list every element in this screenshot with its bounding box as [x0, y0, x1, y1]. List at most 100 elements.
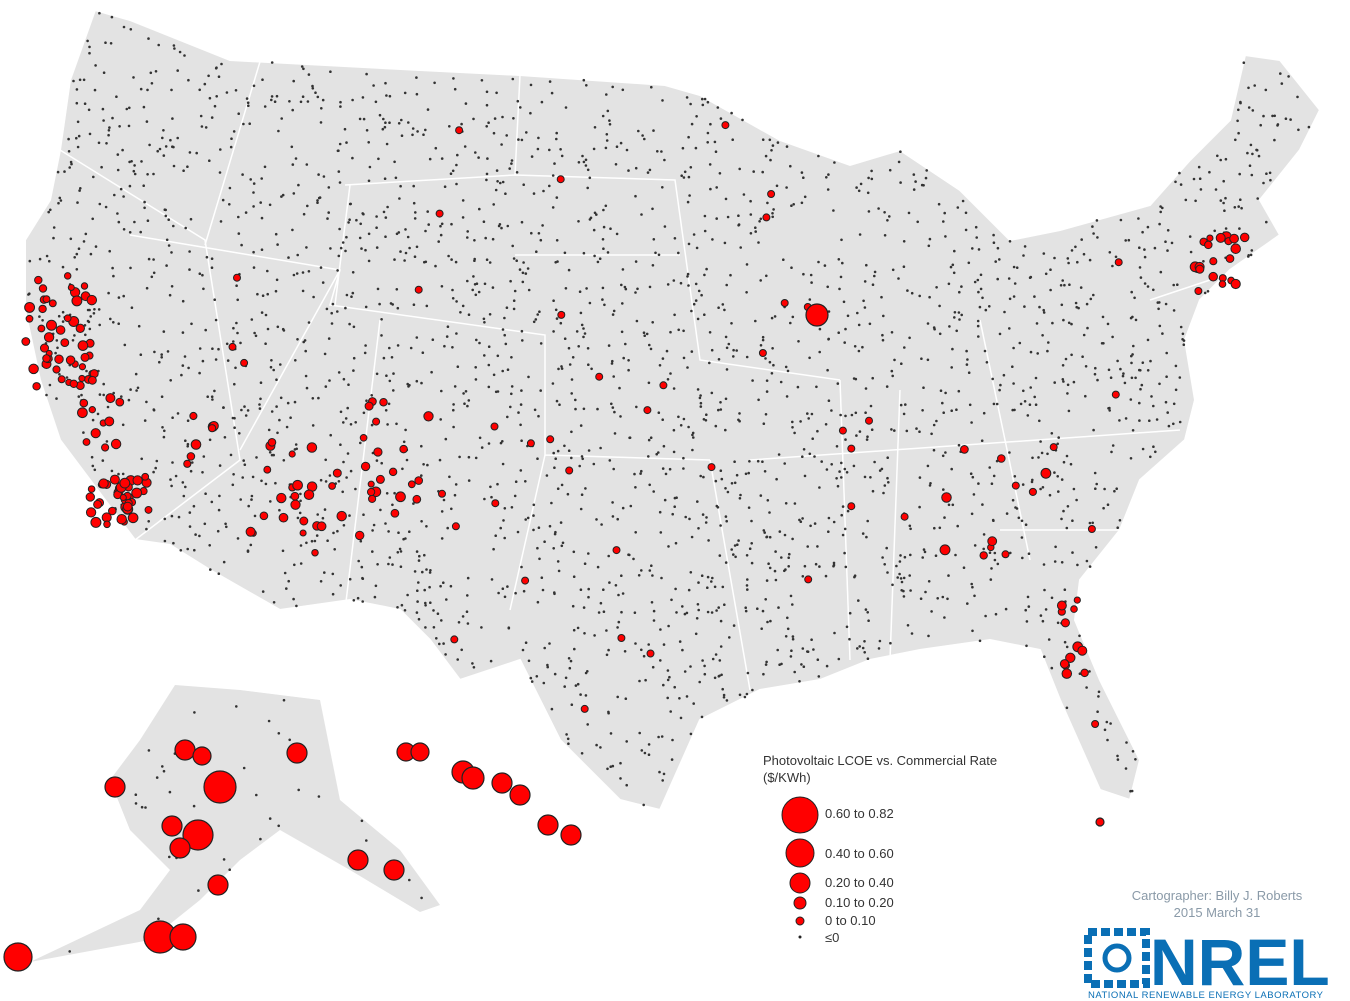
city-point	[628, 436, 631, 440]
city-point	[258, 403, 261, 406]
city-point	[863, 475, 867, 479]
city-point	[840, 461, 843, 465]
city-point	[771, 144, 775, 147]
city-point	[384, 81, 387, 85]
city-point	[1127, 238, 1131, 242]
city-point	[759, 344, 763, 347]
city-point	[1031, 478, 1034, 482]
city-point	[951, 263, 955, 267]
city-point	[602, 225, 606, 229]
city-point	[181, 299, 185, 303]
city-point	[724, 197, 728, 201]
city-point	[818, 486, 821, 489]
lcoe-circle	[1087, 525, 1096, 533]
city-point	[976, 278, 980, 282]
city-point	[1062, 380, 1065, 383]
city-point	[233, 426, 236, 430]
city-point	[239, 498, 242, 501]
city-point	[170, 88, 173, 92]
city-point	[358, 117, 362, 121]
city-point	[230, 137, 233, 140]
lcoe-circle	[286, 742, 308, 764]
city-point	[886, 571, 889, 574]
city-point	[898, 560, 902, 563]
city-point	[161, 426, 164, 429]
legend-title: Photovoltaic LCOE vs. Commercial Rate	[763, 753, 997, 768]
city-point	[790, 266, 793, 270]
city-point	[383, 125, 387, 129]
city-point	[521, 271, 525, 275]
city-point	[316, 201, 319, 204]
city-point	[1039, 440, 1042, 443]
city-point	[569, 659, 573, 663]
city-point	[320, 107, 323, 110]
city-point	[530, 231, 533, 235]
city-point	[999, 383, 1002, 387]
city-point	[1061, 279, 1064, 282]
city-point	[511, 77, 515, 81]
city-point	[936, 597, 939, 600]
lcoe-circle	[423, 411, 434, 422]
city-point	[777, 453, 781, 456]
city-point	[510, 356, 513, 359]
city-point	[1008, 451, 1011, 454]
city-point	[510, 506, 514, 509]
city-point	[305, 246, 308, 249]
city-point	[796, 385, 800, 389]
city-point	[396, 551, 400, 554]
city-point	[668, 467, 672, 471]
city-point	[379, 508, 382, 512]
city-point	[863, 306, 867, 309]
city-point	[112, 274, 115, 278]
city-point	[444, 437, 448, 441]
city-point	[603, 303, 606, 307]
city-point	[246, 101, 250, 104]
city-point	[800, 201, 804, 205]
city-point	[535, 675, 539, 678]
lcoe-circle	[108, 506, 117, 516]
city-point	[311, 424, 315, 427]
city-point	[52, 236, 55, 240]
city-point	[421, 570, 424, 574]
city-point	[871, 376, 874, 380]
city-point	[791, 637, 795, 641]
city-point	[548, 642, 551, 645]
city-point	[1223, 209, 1226, 212]
city-point	[750, 561, 754, 565]
city-point	[929, 482, 932, 485]
city-point	[902, 595, 906, 598]
city-point	[922, 184, 925, 187]
city-point	[408, 530, 411, 533]
city-point	[1111, 264, 1114, 268]
city-point	[899, 403, 903, 407]
city-point	[1085, 559, 1089, 563]
city-point	[902, 265, 906, 269]
city-point	[1094, 487, 1097, 491]
city-point	[319, 478, 323, 482]
city-point	[1012, 382, 1015, 385]
city-point	[1123, 381, 1127, 385]
city-point	[478, 207, 481, 211]
city-point	[129, 266, 132, 270]
city-point	[733, 460, 736, 464]
city-point	[461, 304, 465, 308]
city-point	[731, 138, 734, 141]
city-point	[495, 91, 498, 95]
city-point	[632, 557, 635, 561]
city-point	[1237, 131, 1240, 135]
city-point	[521, 648, 525, 652]
city-point	[954, 553, 957, 557]
lcoe-circle	[1209, 257, 1218, 266]
lcoe-circle	[116, 513, 127, 525]
city-point	[745, 263, 749, 266]
city-point	[553, 466, 556, 470]
city-point	[881, 333, 884, 337]
lcoe-circle	[491, 772, 513, 794]
city-point	[235, 705, 238, 708]
city-point	[112, 391, 115, 395]
city-point	[263, 165, 267, 169]
city-point	[541, 588, 545, 592]
city-point	[211, 347, 214, 351]
city-point	[583, 562, 587, 565]
city-point	[434, 264, 437, 268]
